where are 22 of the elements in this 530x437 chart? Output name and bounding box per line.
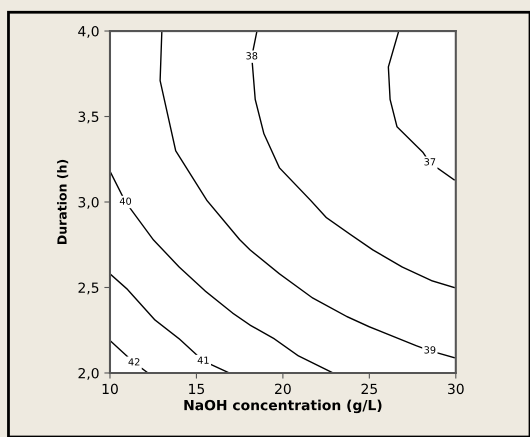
x-axis-title: NaOH concentration (g/L) [184, 400, 382, 414]
y-tick-label: 2,5 [78, 282, 98, 294]
line-series [388, 31, 455, 180]
annotation: 41 [198, 356, 209, 364]
y-tick-label: 3,0 [78, 196, 99, 209]
line-series [110, 170, 334, 373]
x-tick-label: 15 [189, 384, 204, 394]
annotation: 37 [424, 158, 436, 166]
x-tick-label: 25 [362, 384, 377, 394]
x-tick-label: 10 [102, 384, 118, 394]
y-tick-label: 4,0 [78, 26, 99, 38]
annotation: 40 [120, 197, 132, 205]
annotation: 42 [128, 358, 140, 366]
y-tick-label: 2,0 [78, 368, 99, 380]
y-tick-label: 3,5 [78, 111, 98, 124]
x-tick-label: 20 [275, 384, 291, 394]
annotation: 39 [424, 346, 436, 354]
line-series [110, 273, 230, 373]
annotation: 38 [246, 52, 258, 60]
x-tick-label: 30 [448, 384, 464, 394]
line-series [159, 31, 455, 358]
y-axis-title: Duration (h) [57, 160, 68, 244]
